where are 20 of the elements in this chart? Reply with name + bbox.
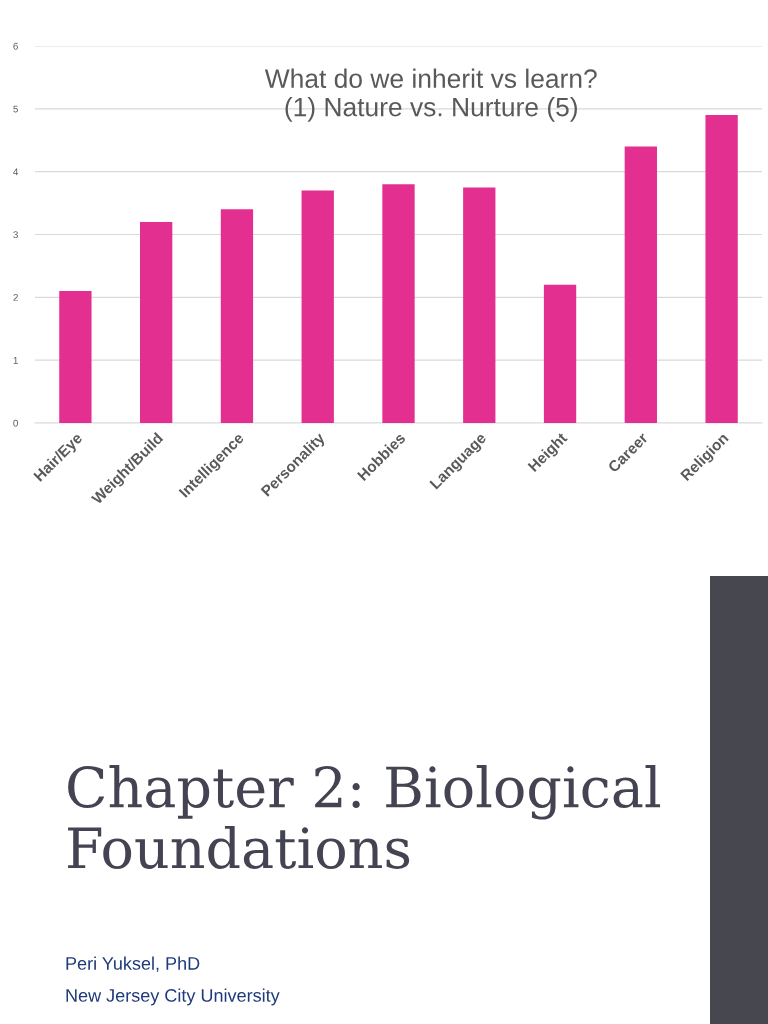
- bar: [624, 146, 657, 423]
- bar: [463, 187, 496, 423]
- y-tick-label: 5: [13, 105, 18, 113]
- text: Chapter 2: Biological Foundations: [68, 765, 661, 869]
- y-tick-label: 2: [13, 294, 18, 301]
- bar: [301, 190, 334, 423]
- y-tick-label: 4: [13, 168, 19, 176]
- bar: [220, 209, 254, 423]
- bar: [382, 184, 415, 423]
- bar: [59, 291, 92, 423]
- y-tick-label: 1: [13, 357, 18, 364]
- text: What do we inherit vs learn? (1) Nature vs. Nurture (5): [264, 68, 597, 122]
- bar: [140, 221, 173, 423]
- text: New Jersey City University: [66, 988, 280, 1006]
- bar: [705, 115, 738, 423]
- y-tick-label: 0: [13, 419, 18, 427]
- y-tick-label: 6: [13, 42, 18, 50]
- bar: [543, 284, 577, 423]
- y-tick-label: 3: [13, 231, 18, 239]
- text: Peri Yuksel, PhD: [66, 956, 200, 972]
